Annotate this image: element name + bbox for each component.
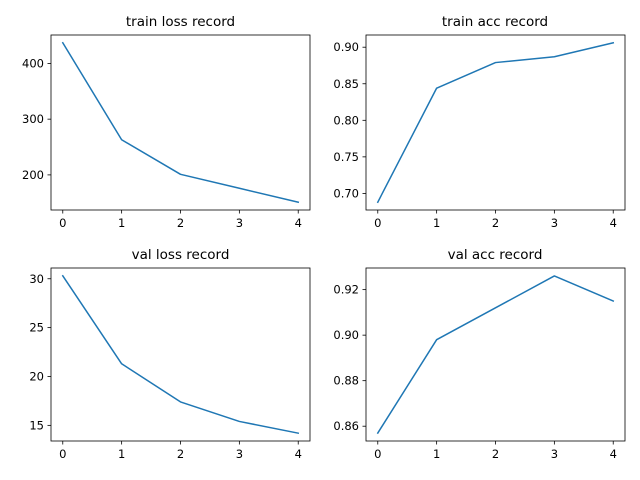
y-tick-label: 0.86: [333, 419, 359, 433]
x-tick-label: 4: [610, 447, 617, 461]
x-tick-label: 3: [551, 216, 558, 230]
x-tick-label: 4: [295, 447, 302, 461]
x-tick-label: 2: [492, 447, 499, 461]
axes-frame: [50, 34, 311, 211]
y-tick-label: 0.88: [333, 374, 359, 388]
subplot-title: train loss record: [126, 14, 235, 30]
subplot-train-loss: train loss record 0 1 2 3 4 200 300 400: [22, 14, 311, 230]
subplot-title: train acc record: [442, 14, 548, 30]
x-tick-label: 0: [374, 216, 381, 230]
subplot-val-loss: val loss record 0 1 2 3 4 15 20 25 30: [29, 247, 311, 461]
y-tick-label: 0.90: [333, 328, 359, 342]
subplot-val-acc: val acc record 0 1 2 3 4 0.86 0.88 0.90 0.92: [333, 247, 626, 461]
x-tick-label: 3: [551, 447, 558, 461]
x-tick-label: 1: [433, 216, 440, 230]
y-tick-label: 400: [22, 56, 44, 70]
x-tick-label: 2: [177, 447, 184, 461]
x-tick-label: 1: [433, 447, 440, 461]
x-tick-label: 4: [295, 216, 302, 230]
x-tick-label: 0: [59, 447, 66, 461]
y-tick-label: 0.85: [333, 77, 359, 91]
y-tick-label: 200: [22, 168, 44, 182]
y-tick-label: 15: [29, 418, 44, 432]
y-tick-label: 300: [22, 112, 44, 126]
axes-frame: [365, 34, 626, 211]
x-tick-label: 2: [177, 216, 184, 230]
y-tick-label: 0.92: [333, 283, 359, 297]
y-tick-label: 0.75: [333, 150, 359, 164]
axes-frame: [365, 267, 626, 442]
x-tick-label: 3: [236, 447, 243, 461]
x-tick-label: 0: [59, 216, 66, 230]
subplot-train-acc: train acc record 0 1 2 3 4 0.70 0.75 0.80 0.85 0.…: [333, 14, 626, 230]
y-tick-label: 20: [29, 369, 44, 383]
y-tick-label: 25: [29, 321, 44, 335]
x-tick-label: 0: [374, 447, 381, 461]
y-tick-label: 30: [29, 272, 44, 286]
x-tick-label: 1: [118, 447, 125, 461]
x-tick-label: 3: [236, 216, 243, 230]
axes-frame: [50, 267, 311, 442]
x-tick-label: 4: [610, 216, 617, 230]
y-tick-label: 0.70: [333, 186, 359, 200]
x-tick-label: 1: [118, 216, 125, 230]
subplot-title: val loss record: [132, 247, 230, 263]
subplot-title: val acc record: [448, 247, 543, 263]
y-tick-label: 0.80: [333, 113, 359, 127]
x-tick-label: 2: [492, 216, 499, 230]
y-tick-label: 0.90: [333, 40, 359, 54]
